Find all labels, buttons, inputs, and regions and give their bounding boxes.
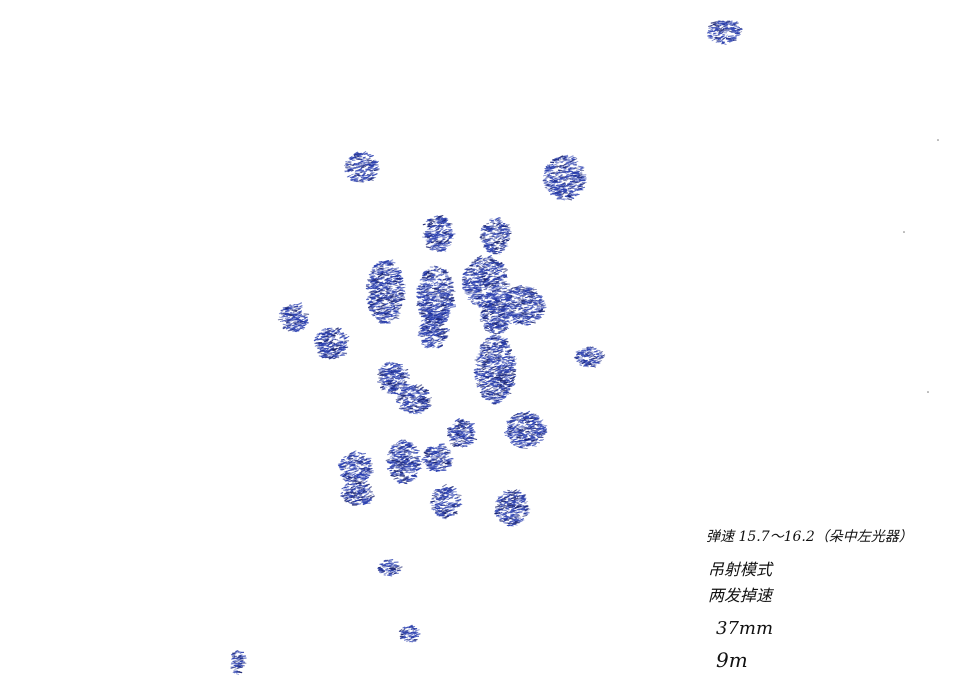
shot-mark [446,418,478,448]
shot-mark [706,20,743,45]
shot-mark [343,151,380,183]
shot-mark [429,483,463,520]
shot-mark [230,650,247,675]
handwritten-note-distance: 9m [716,648,748,672]
shot-mark [417,313,451,349]
shot-mark [377,361,411,395]
shot-mark [479,216,512,255]
handwritten-note-drop: 两发掉速 [708,586,773,605]
shot-mark [365,259,406,324]
shot-mark [395,384,433,415]
shot-mark [479,301,511,335]
shot-mark [385,439,423,485]
handwritten-note-group-size: 37mm [716,618,774,639]
shot-mark [421,443,454,473]
shot-mark [340,480,375,506]
shot-mark [416,265,457,327]
shot-mark [277,302,310,333]
paper-speck [903,231,905,233]
shot-mark [398,624,421,643]
shot-mark [542,154,587,201]
shot-mark [473,334,518,405]
shot-mark [504,410,548,449]
paper-speck [927,391,929,393]
handwritten-note-speed: 弹速 15.7～16.2（朵中左光器） [706,529,913,545]
shot-mark [313,327,350,360]
handwritten-note-mode: 吊射模式 [708,560,773,579]
shot-mark [422,215,456,253]
shot-mark [573,346,606,368]
shot-mark [377,559,403,577]
shot-mark [461,255,511,309]
shot-mark [494,489,531,527]
shot-mark [337,450,374,485]
paper-speck [937,139,939,141]
